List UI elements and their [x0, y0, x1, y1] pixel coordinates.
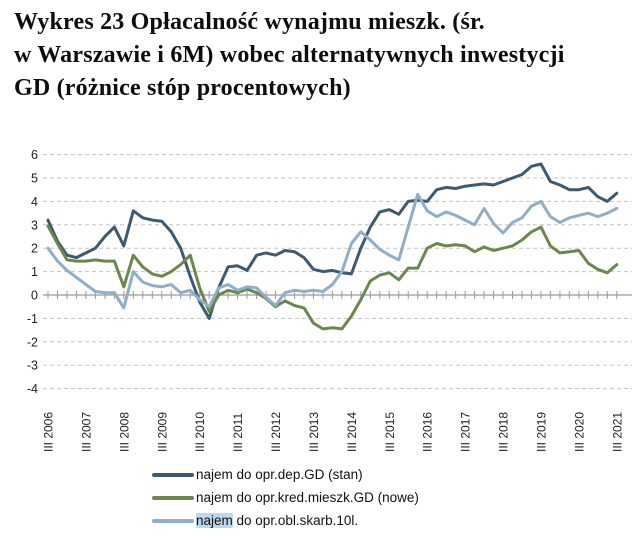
series-line-0: [46, 162, 619, 320]
x-axis-tick-label: III 2017: [459, 412, 473, 452]
legend-swatch-kred-mieszk: [152, 495, 194, 500]
y-axis-tick-label: 0: [31, 289, 38, 303]
x-axis-tick-label: III 2007: [79, 412, 93, 452]
legend-label-rest: do opr.obl.skarb.10l.: [232, 513, 359, 528]
legend-label-kred-mieszk: najem do opr.kred.mieszk.GD (nowe): [196, 490, 419, 505]
x-axis-tick-label: III 2020: [572, 412, 586, 452]
y-axis-tick-label: -3: [27, 359, 38, 373]
x-axis-tick-label: III 2012: [269, 412, 283, 452]
chart-title: Wykres 23 Opłacalność wynajmu mieszk. (ś…: [14, 6, 626, 105]
y-axis-tick-label: 2: [31, 242, 38, 256]
y-axis-tick-label: 5: [31, 172, 38, 186]
chart-title-line-1: Wykres 23 Opłacalność wynajmu mieszk. (ś…: [14, 9, 485, 35]
chart-legend: najem do opr.dep.GD (stan) najem do opr.…: [152, 463, 419, 532]
legend-swatch-obl-skarb: [152, 518, 194, 523]
x-axis-tick-label: III 2011: [231, 413, 245, 452]
x-axis-tick-label: III 2015: [383, 412, 397, 452]
x-axis-tick-label: III 2008: [117, 412, 131, 452]
series-line-1: [46, 224, 619, 331]
x-axis-tick-label: III 2014: [345, 412, 359, 452]
legend-label-dep-gd: najem do opr.dep.GD (stan): [196, 467, 363, 482]
chart-title-line-2: w Warszawie i 6M) wobec alternatywnych i…: [14, 42, 565, 68]
y-axis-tick-label: 6: [31, 148, 38, 162]
x-axis-tick-label: III 2016: [421, 412, 435, 452]
y-axis-tick-label: -4: [27, 382, 38, 396]
x-axis-tick-label: III 2019: [534, 412, 548, 452]
x-axis-tick-label: III 2006: [42, 412, 56, 452]
y-axis-tick-label: 4: [31, 195, 38, 209]
y-axis-tick-label: 1: [31, 265, 38, 279]
series-line-2: [46, 192, 619, 310]
x-axis-tick-label: III 2010: [193, 412, 207, 452]
x-axis-tick-label: III 2013: [307, 412, 321, 452]
legend-item-dep-gd: najem do opr.dep.GD (stan): [152, 463, 419, 486]
y-axis-tick-label: -1: [27, 312, 38, 326]
y-axis-tick-label: 3: [31, 218, 38, 232]
x-axis-tick-label: III 2021: [610, 412, 624, 452]
x-axis-tick-label: III 2009: [155, 412, 169, 452]
x-axis-tick-label: III 2018: [497, 412, 511, 452]
legend-swatch-dep-gd: [152, 472, 194, 477]
legend-item-kred-mieszk: najem do opr.kred.mieszk.GD (nowe): [152, 486, 419, 509]
chart-title-line-3: GD (różnice stóp procentowych): [14, 75, 351, 101]
legend-item-obl-skarb: najem do opr.obl.skarb.10l.: [152, 509, 419, 532]
legend-label-obl-skarb: najem do opr.obl.skarb.10l.: [196, 513, 358, 528]
legend-label-highlighted-word: najem: [196, 513, 233, 528]
y-axis-tick-label: -2: [27, 335, 38, 349]
